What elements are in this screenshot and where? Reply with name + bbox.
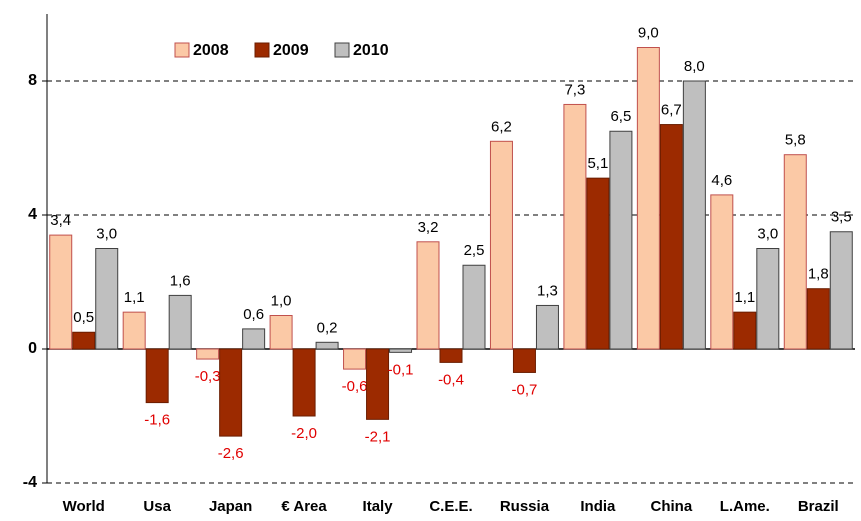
value-label: -1,6	[144, 412, 170, 429]
bar	[829, 231, 853, 350]
value-label: 8,0	[684, 58, 705, 75]
bar	[242, 328, 266, 350]
x-tick-label: Brazil	[798, 498, 839, 515]
value-label: 3,5	[831, 209, 852, 226]
value-label: 6,7	[661, 102, 682, 119]
legend-swatch	[254, 42, 270, 58]
y-tick-label: 4	[28, 206, 37, 223]
bar	[659, 124, 683, 350]
value-label: 3,0	[96, 225, 117, 242]
x-tick-label: C.E.E.	[429, 498, 472, 515]
bar	[416, 241, 440, 350]
bar	[586, 177, 610, 350]
bar	[710, 194, 734, 350]
y-tick-label: 8	[28, 72, 37, 89]
bar	[269, 315, 293, 350]
x-tick-label: World	[63, 498, 105, 515]
y-tick-label: -4	[23, 474, 37, 491]
value-label: 1,8	[808, 266, 829, 283]
bar	[733, 311, 757, 350]
value-label: 9,0	[638, 24, 659, 41]
x-tick-label: Italy	[363, 498, 394, 515]
legend-swatch	[334, 42, 350, 58]
bar	[783, 154, 807, 350]
value-label: -0,7	[512, 381, 538, 398]
bar	[756, 248, 780, 350]
value-label: 3,2	[418, 219, 439, 236]
x-tick-label: Usa	[143, 498, 171, 515]
bar	[72, 331, 96, 350]
value-label: -0,3	[195, 368, 221, 385]
x-tick-label: India	[580, 498, 616, 515]
bar	[49, 234, 73, 350]
bar	[535, 304, 559, 350]
legend-label: 2009	[273, 42, 309, 59]
value-label: 5,8	[785, 132, 806, 149]
x-tick-label: Russia	[500, 498, 550, 515]
bar	[292, 348, 316, 417]
value-label: 4,6	[711, 172, 732, 189]
value-label: 3,0	[757, 225, 778, 242]
bar	[512, 348, 536, 373]
x-tick-label: € Area	[281, 498, 327, 515]
value-label: 1,0	[271, 292, 292, 309]
bar	[145, 348, 169, 404]
x-tick-label: Japan	[209, 498, 252, 515]
bar	[636, 47, 660, 350]
bar	[366, 348, 390, 420]
bar	[462, 264, 486, 350]
bar	[439, 348, 463, 363]
value-label: 7,3	[564, 81, 585, 98]
bar	[219, 348, 243, 437]
value-label: 1,6	[170, 272, 191, 289]
bar	[682, 80, 706, 350]
value-label: 0,2	[317, 319, 338, 336]
value-label: 0,5	[73, 309, 94, 326]
value-label: 0,6	[243, 306, 264, 323]
value-label: 1,1	[124, 289, 145, 306]
x-tick-label: L.Ame.	[720, 498, 770, 515]
value-label: 6,2	[491, 118, 512, 135]
value-label: -0,6	[342, 378, 368, 395]
value-label: 1,3	[537, 282, 558, 299]
bar	[489, 140, 513, 350]
bar	[315, 341, 339, 350]
legend-swatch	[174, 42, 190, 58]
legend-label: 2008	[193, 42, 229, 59]
value-label: -2,0	[291, 425, 317, 442]
legend-label: 2010	[353, 42, 389, 59]
bar	[95, 248, 119, 350]
value-label: -2,1	[365, 428, 391, 445]
value-label: 1,1	[734, 289, 755, 306]
bar	[343, 348, 367, 370]
value-label: 6,5	[610, 108, 631, 125]
value-label: -0,4	[438, 371, 464, 388]
bar	[563, 103, 587, 350]
value-label: -0,1	[388, 361, 414, 378]
bar	[806, 288, 830, 350]
bar	[609, 130, 633, 350]
bar	[168, 294, 192, 350]
value-label: -2,6	[218, 445, 244, 462]
value-label: 5,1	[587, 155, 608, 172]
bar	[122, 311, 146, 350]
value-label: 2,5	[464, 242, 485, 259]
value-label: 3,4	[50, 212, 71, 229]
bar	[389, 348, 413, 353]
bar	[196, 348, 220, 360]
x-tick-label: China	[651, 498, 693, 515]
y-tick-label: 0	[28, 340, 37, 357]
